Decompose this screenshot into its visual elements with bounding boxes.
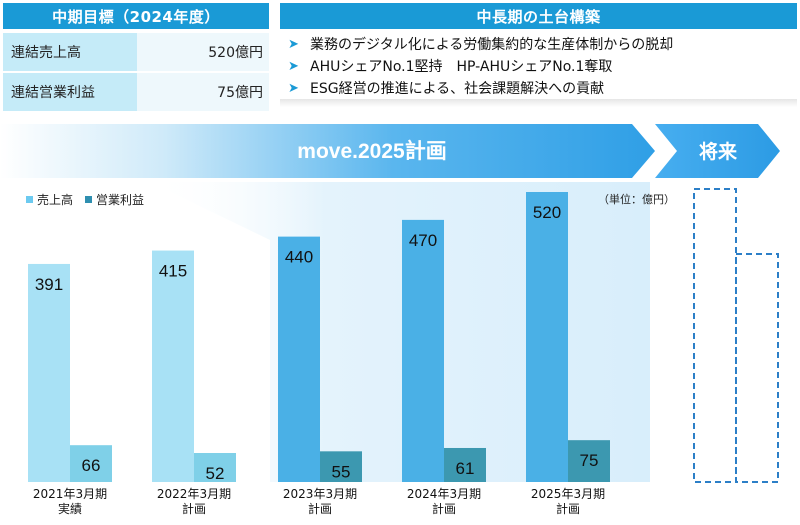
chevron-right-icon: ➤	[288, 36, 299, 52]
x-tick-period: 2022年3月期	[156, 487, 232, 501]
profit-bar-value-label: 61	[456, 459, 475, 478]
sales-bar-value-label: 440	[285, 248, 313, 267]
future-banner-arrow	[655, 124, 780, 178]
profit-bar-value-label: 66	[82, 456, 101, 475]
x-tick-period: 2025年3月期	[530, 487, 606, 501]
target-profit-value: 75億円	[137, 73, 269, 111]
sales-bar	[152, 250, 194, 482]
x-tick-period: 2024年3月期	[406, 487, 482, 501]
legend-profit-swatch	[85, 196, 93, 203]
profit-bar	[70, 445, 112, 482]
x-tick-label: 2024年3月期 計画	[394, 487, 494, 517]
target-sales-label: 連結売上高	[3, 33, 137, 71]
profit-bar	[194, 453, 236, 482]
foundation-item: ➤ AHUシェアNo.1堅持 HP-AHUシェアNo.1奪取	[288, 55, 793, 77]
legend-sales-swatch	[26, 196, 33, 203]
future-banner-label: 将来	[699, 140, 737, 163]
foundation-item: ➤ 業務のデジタル化による労働集約的な生産体制からの脱却	[288, 33, 793, 55]
target-box: 中期目標（2024年度） 連結売上高 520億円 連結営業利益 75億円	[3, 3, 269, 111]
sales-bar	[526, 192, 568, 482]
plan-banner-arrow	[0, 124, 655, 178]
foundation-shadow	[280, 99, 797, 107]
profit-bar	[320, 451, 362, 482]
sales-bar-value-label: 391	[35, 275, 63, 294]
sales-bar-value-label: 520	[533, 203, 561, 222]
sales-bar	[402, 219, 444, 482]
foundation-item: ➤ ESG経営の推進による、社会課題解決への貢献	[288, 77, 793, 99]
sales-bar-value-label: 470	[409, 231, 437, 250]
sales-bar	[278, 236, 320, 482]
target-sales-value: 520億円	[137, 33, 269, 71]
target-row-sales: 連結売上高 520億円	[3, 33, 269, 71]
foundation-title: 中長期の土台構築	[280, 3, 797, 29]
legend-sales: 売上高	[26, 191, 73, 208]
x-tick-label: 2022年3月期 計画	[144, 487, 244, 517]
plan-panel	[150, 182, 650, 482]
sales-bar-value-label: 415	[159, 262, 187, 281]
profit-bar-value-label: 52	[206, 464, 225, 483]
future-sales-placeholder	[693, 188, 737, 483]
bars-group: 391 66 415 52 440 55 470 61 520 75	[28, 192, 610, 483]
chevron-right-icon: ➤	[288, 80, 299, 96]
legend-profit-label: 営業利益	[96, 193, 145, 207]
legend-sales-label: 売上高	[37, 193, 74, 207]
profit-bar	[444, 447, 486, 482]
foundation-item-text: ESG経営の推進による、社会課題解決への貢献	[310, 81, 605, 97]
profit-bar	[568, 440, 610, 482]
future-profit-placeholder	[735, 253, 779, 483]
x-tick-label: 2023年3月期 計画	[270, 487, 370, 517]
foundation-item-text: 業務のデジタル化による労働集約的な生産体制からの脱却	[310, 37, 674, 53]
sales-bar	[28, 263, 70, 482]
profit-bar-value-label: 75	[580, 451, 599, 470]
legend: 売上高 営業利益	[26, 191, 156, 208]
x-tick-type: 計画	[555, 502, 580, 516]
target-profit-label: 連結営業利益	[3, 73, 137, 111]
x-tick-label: 2021年3月期 実績	[20, 487, 120, 517]
legend-profit: 営業利益	[85, 191, 144, 208]
x-tick-type: 計画	[307, 502, 332, 516]
plan-banner-label: move.2025計画	[297, 139, 446, 163]
x-tick-period: 2023年3月期	[282, 487, 358, 501]
foundation-item-text: AHUシェアNo.1堅持 HP-AHUシェアNo.1奪取	[310, 59, 613, 75]
x-tick-type: 計画	[181, 502, 206, 516]
profit-bar-value-label: 55	[332, 462, 351, 481]
x-tick-type: 計画	[431, 502, 456, 516]
chevron-right-icon: ➤	[288, 58, 299, 74]
x-tick-type: 実績	[57, 502, 82, 516]
target-title: 中期目標（2024年度）	[3, 3, 269, 29]
foundation-list: ➤ 業務のデジタル化による労働集約的な生産体制からの脱却 ➤ AHUシェアNo.…	[288, 33, 793, 99]
target-row-profit: 連結営業利益 75億円	[3, 73, 269, 111]
x-tick-period: 2021年3月期	[32, 487, 108, 501]
x-tick-label: 2025年3月期 計画	[518, 487, 618, 517]
unit-label: （単位：億円）	[598, 193, 675, 206]
foundation-box: 中長期の土台構築 ➤ 業務のデジタル化による労働集約的な生産体制からの脱却 ➤ …	[280, 3, 797, 107]
